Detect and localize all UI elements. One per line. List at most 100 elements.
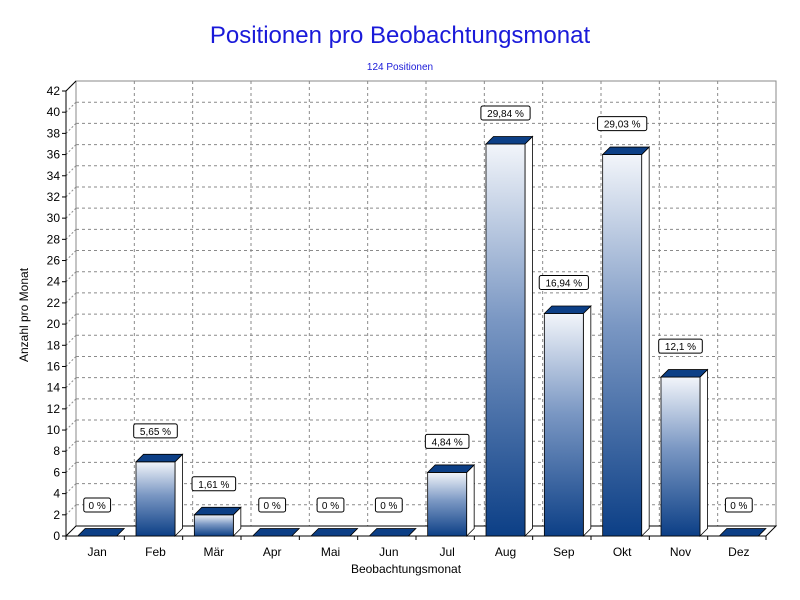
y-tick-label: 6	[53, 465, 60, 479]
bar-side	[466, 463, 475, 537]
bar-top	[601, 146, 651, 155]
y-tick-label: 40	[47, 105, 61, 119]
bar-top	[660, 369, 709, 378]
data-label: 16,94 %	[538, 275, 589, 290]
y-tick-label: 10	[47, 423, 61, 437]
y-tick-label: 28	[47, 232, 61, 246]
data-label-text: 0 %	[264, 501, 281, 512]
grid-line	[65, 419, 77, 431]
x-tick-label: Mär	[203, 545, 224, 559]
x-tick-label: Aug	[495, 545, 516, 559]
grid-line	[65, 292, 77, 304]
bar-top	[543, 305, 592, 314]
grid-line	[65, 144, 77, 155]
axis-edge	[65, 80, 77, 92]
y-tick-label: 24	[47, 275, 61, 289]
data-label-box	[538, 275, 589, 290]
data-label-text: 1,61 %	[198, 480, 229, 491]
data-label-box	[374, 497, 403, 513]
grid-line	[65, 504, 77, 516]
grid-line	[65, 123, 77, 134]
data-label: 29,03 %	[597, 116, 648, 132]
data-label-box	[424, 433, 470, 449]
data-label: 0 %	[374, 497, 403, 513]
chart-title: Positionen pro Beobachtungsmonat	[209, 22, 591, 49]
bar-okt	[601, 146, 651, 537]
bar-top	[485, 136, 534, 145]
grid-line	[65, 440, 77, 452]
bar-side	[524, 135, 533, 537]
data-label: 5,65 %	[133, 423, 178, 439]
data-label: 4,84 %	[424, 433, 470, 449]
bar-mär	[193, 506, 242, 537]
x-tick-label: Nov	[670, 545, 691, 559]
x-axis-label: Beobachtungsmonat	[350, 562, 462, 576]
bar-jun	[368, 528, 417, 537]
data-label-text: 29,03 %	[604, 120, 641, 131]
bar-side	[582, 305, 592, 537]
x-tick-label: Dez	[728, 545, 749, 559]
grid-line	[65, 398, 77, 410]
bar-jan	[76, 528, 126, 537]
data-label-box	[191, 476, 237, 492]
data-label-box	[724, 497, 753, 513]
bar-top	[426, 464, 476, 473]
x-tick-label: Sep	[553, 545, 575, 559]
grid-line	[65, 250, 77, 261]
data-label-box	[658, 338, 703, 354]
grid-line	[65, 228, 77, 240]
grid-line	[65, 483, 77, 494]
y-tick-label: 26	[47, 254, 61, 268]
y-tick-label: 16	[47, 359, 61, 373]
grid-line	[65, 462, 77, 473]
y-tick-label: 38	[47, 126, 61, 140]
y-tick-label: 4	[53, 487, 60, 501]
grid-line	[65, 101, 77, 113]
bars	[76, 135, 767, 537]
y-tick-label: 8	[53, 444, 60, 458]
data-label: 1,61 %	[191, 476, 237, 492]
bar-front	[193, 514, 234, 537]
bar-front	[427, 472, 468, 537]
grid-line	[65, 377, 77, 389]
data-label: 0 %	[316, 497, 345, 513]
bar-front	[602, 154, 643, 537]
bar-front	[135, 461, 176, 537]
data-label-box	[597, 116, 648, 132]
bar-jul	[426, 463, 476, 537]
bar-front	[660, 376, 701, 537]
data-label-text: 4,84 %	[432, 437, 463, 448]
data-label-box	[258, 497, 287, 513]
data-label-text: 29,84 %	[487, 109, 524, 120]
x-tick-label: Okt	[613, 545, 632, 559]
y-tick-label: 20	[47, 317, 61, 331]
data-label: 0 %	[258, 497, 287, 513]
grid-line	[65, 207, 77, 219]
bar-sep	[543, 305, 592, 537]
axes: 024681012141618202224262830323436384042J…	[47, 80, 778, 559]
bar-nov	[660, 368, 709, 537]
data-label: 29,84 %	[480, 105, 531, 121]
bar-aug	[485, 135, 534, 537]
data-label-box	[480, 105, 531, 121]
data-label-text: 16,94 %	[545, 279, 582, 290]
grid-line	[65, 356, 77, 367]
data-label-box	[133, 423, 178, 439]
x-tick-label: Jul	[439, 545, 454, 559]
bar-front	[485, 143, 526, 537]
data-label-text: 0 %	[89, 501, 106, 512]
bar-front	[543, 313, 584, 537]
y-tick-label: 34	[47, 169, 61, 183]
bar-top	[135, 453, 184, 463]
bar-top	[251, 528, 301, 537]
bar-mai	[310, 528, 359, 537]
x-tick-label: Jun	[379, 545, 398, 559]
bar-top	[718, 528, 767, 537]
y-tick-label: 12	[47, 402, 61, 416]
data-label-text: 0 %	[380, 501, 397, 512]
data-label-text: 12,1 %	[665, 342, 696, 353]
x-tick-label: Mai	[321, 545, 340, 559]
data-label-text: 5,65 %	[140, 427, 171, 438]
grid-line	[65, 313, 77, 325]
